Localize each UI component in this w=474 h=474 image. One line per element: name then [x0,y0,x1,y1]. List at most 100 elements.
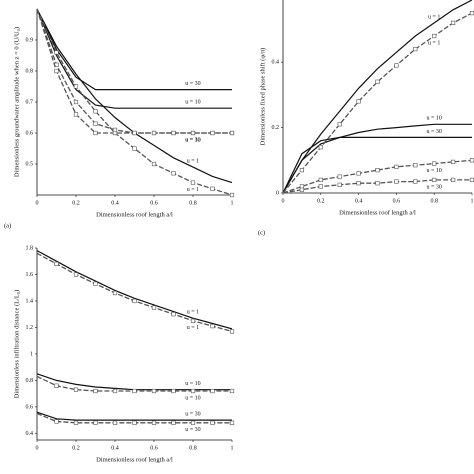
marker [73,387,79,392]
y-tick-label: 0.9 [26,37,34,43]
series-label: u = 1 [187,310,199,316]
x-tick-label: 0.4 [355,198,363,204]
y-tick-label: 0.4 [26,431,34,437]
marker [93,130,98,136]
marker [318,177,323,183]
series-line [36,8,233,196]
series-label: u = 1 [187,187,199,193]
marker [318,145,323,150]
series-label: u = 10 [427,168,442,174]
y-tick-label: 0.8 [26,68,34,74]
marker [450,20,456,25]
marker [394,179,399,184]
marker [132,146,137,151]
marker [375,181,380,186]
y-tick-label: 1.6 [26,272,34,278]
series-label: u = 30 [185,427,200,433]
marker [469,10,474,16]
marker [469,177,474,183]
series-label: u = 10 [427,116,442,122]
marker [112,420,118,425]
x-tick-label: 0.8 [430,198,438,204]
x-tick-label: 0.8 [189,200,197,206]
x-tick-label: 0.6 [393,198,401,204]
x-tick-label: 0.2 [72,445,80,451]
panel-label: (a) [4,222,11,229]
marker [190,180,196,185]
marker [93,281,98,286]
marker [299,187,305,192]
y-tick-label: 1.4 [26,298,34,304]
y-axis-label: Dimensionless fixed phase shift (φ/π) [259,48,266,146]
y-tick-label: 0.5 [26,161,34,167]
marker [413,46,418,52]
marker [229,130,235,136]
marker [93,109,98,114]
marker [132,298,137,304]
marker [54,419,59,424]
marker [93,121,98,126]
marker [318,184,323,189]
marker [432,177,437,183]
marker [229,192,235,198]
marker [337,122,342,127]
series-line [282,136,472,194]
marker [112,130,118,136]
y-tick-label: 1.2 [26,325,34,331]
series-label: u = 10 [185,381,200,387]
series-label: u = 30 [185,412,200,418]
marker [54,383,59,388]
marker [375,168,380,173]
marker [210,420,215,425]
y-tick-label: 1.8 [26,245,34,251]
marker [132,420,137,425]
x-tick-label: 1 [231,445,234,451]
series-label: u = 30 [427,184,442,190]
series-line [282,0,473,194]
marker [229,329,235,334]
series-label: u = 1 [187,158,199,164]
y-tick-label: 0.6 [26,130,34,136]
x-tick-label: 0.2 [317,198,325,204]
marker [229,420,235,425]
y-tick-label: 0.8 [26,378,34,384]
marker [54,50,59,55]
marker [171,420,176,425]
marker [151,420,157,425]
marker [190,130,196,136]
marker [190,420,196,425]
x-axis-label: Dimensionless roof length a/l [96,211,173,218]
y-tick-label: 0.7 [26,99,34,105]
series-label: u = 30 [185,137,200,143]
x-tick-label: 0.6 [150,445,158,451]
series-line [36,250,233,330]
y-axis-label: Dimensionless groundwater amplitude when… [13,27,20,177]
y-axis-label: Dimensionless infiltration distance (L/L… [13,290,20,399]
marker [432,33,437,39]
y-tick-label: 0 [276,190,279,196]
marker [171,388,176,394]
marker [356,181,361,186]
marker [151,388,157,394]
series-label: u = 10 [185,395,200,401]
marker [151,130,157,136]
marker [93,420,98,425]
marker [337,182,342,187]
marker [210,186,215,191]
marker [73,99,79,105]
x-tick-label: 0 [282,198,285,204]
marker [151,305,157,310]
series-line [36,411,232,421]
series-line [36,8,232,134]
marker [73,420,79,425]
marker [190,388,196,394]
marker [171,130,176,136]
marker [229,388,235,394]
marker [356,171,361,176]
y-tick-label: 0.2 [272,125,280,131]
marker [299,168,305,173]
marker [450,177,456,183]
marker [469,158,474,163]
x-tick-label: 0.4 [111,445,119,451]
